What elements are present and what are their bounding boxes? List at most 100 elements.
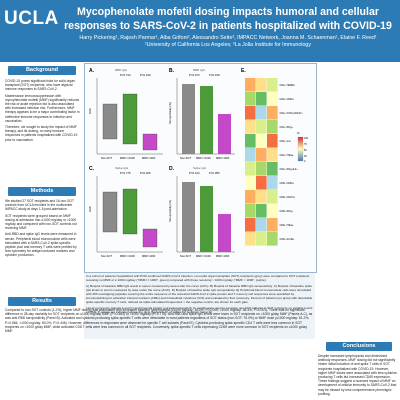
panel-d-sublabel: Spike IgG: [193, 166, 207, 170]
figure-svg: A. RBD IgG P=0.744 P=0.019 AUC Non-SOT M…: [88, 68, 309, 258]
heatmap-cell: [256, 176, 267, 190]
heatmap-cell: [245, 92, 256, 106]
heatmap-legend-tick: 75: [304, 143, 307, 146]
methods-heading: Methods: [8, 187, 76, 196]
heatmap-row-label: CD4+ IFNg+IL2+: [280, 168, 299, 171]
results-heading: Results: [8, 297, 76, 306]
panel-c-group-1: Non-SOT: [101, 254, 112, 258]
heatmap-cell: [256, 106, 267, 120]
panel-a-box-nonsot: [102, 103, 118, 140]
panel-c-box-mmf-low: [122, 188, 138, 235]
poster-header: UCLA Mycophenolate mofetil dosing impact…: [0, 0, 400, 62]
heatmap-row-label: CD4+ TNFa+: [280, 154, 295, 157]
heatmap-cell: [256, 134, 267, 148]
heatmap-cell: [256, 92, 267, 106]
panel-d-pval-2: P=0.055: [209, 171, 220, 175]
panel-a-ylabel: AUC: [88, 108, 92, 114]
heatmap-cell: [256, 148, 267, 162]
heatmap-legend-tick: 25: [304, 155, 307, 158]
conclusions-text: Despite increased lymphopenia and dimini…: [318, 354, 398, 396]
heatmap-cell: [256, 78, 267, 92]
panel-b-sublabel: RBD IgG: [193, 68, 206, 72]
caption-paragraph: Linear regression (panels A and C) and b…: [86, 306, 313, 314]
heatmap-row-label: CD8+ TNFa+: [280, 224, 295, 227]
panel-d-bar-mmf-high: [218, 214, 231, 252]
heatmap-cell: [256, 162, 267, 176]
heatmap-cell: [267, 176, 278, 190]
panel-d-group-2: MMF<=1000: [196, 254, 211, 258]
panel-b-label: B.: [169, 68, 175, 74]
heatmap-row-label: CD4+ IFNg+: [280, 126, 294, 129]
panel-b-pval-1: P=0.073: [189, 73, 200, 77]
heatmap-cell: [267, 92, 278, 106]
panel-c-label: C.: [89, 166, 95, 172]
heatmap-cell: [245, 78, 256, 92]
heatmap-cell: [245, 232, 256, 246]
panel-d-bar-nonsot: [182, 182, 195, 252]
panel-b-pval-2: P=0.018: [209, 73, 220, 77]
panel-d-label: D.: [169, 166, 175, 172]
heatmap-legend-tick: 0: [304, 160, 306, 163]
heatmap-cell: [256, 204, 267, 218]
heatmap-cell: [245, 218, 256, 232]
heatmap-cell: [267, 232, 278, 246]
heatmap-row-label: CD8+ CD69+: [280, 182, 295, 185]
heatmap-legend-tick: 50: [304, 149, 307, 152]
heatmap-cell: [267, 218, 278, 232]
methods-paragraph: We studied 27 SOT recipients and 16 non-…: [5, 199, 74, 212]
panel-c-pval-1: P=0.775: [120, 171, 131, 175]
panel-c-box-nonsot: [102, 191, 118, 233]
affiliations: ¹University of California Los Angeles; ²…: [144, 42, 312, 49]
panel-c-group-3: MMF>1000: [142, 254, 156, 258]
methods-paragraph: SOT recipients were grouped based on MMF…: [5, 213, 77, 231]
heatmap-row-label: CD4+ OX40+CD137+: [280, 112, 304, 115]
author-list: Harry Pickering¹, Rajesh Parmar¹, Alba G…: [79, 35, 377, 41]
heatmap-cell: [267, 134, 278, 148]
background-paragraph: Maintenance immunosuppression with mycop…: [5, 93, 80, 123]
panel-a-sublabel: RBD IgG: [115, 68, 128, 72]
heatmap-cell: [267, 106, 278, 120]
methods-paragraph: Anti-RBD and spike IgG levels were measu…: [5, 232, 77, 258]
heatmap-cell: [256, 120, 267, 134]
panel-b-bar-mmf-high: [218, 114, 231, 154]
panel-c-pval-2: P=0.025: [140, 171, 151, 175]
heatmap-cell: [256, 218, 267, 232]
background-heading: Background: [8, 66, 76, 75]
panel-a-group-1: Non-SOT: [101, 156, 112, 160]
panel-d-group-1: Non-SOT: [180, 254, 191, 258]
panel-c-group-2: MMF<=1000: [120, 254, 135, 258]
panel-a-pval-2: P=0.019: [140, 73, 151, 77]
heatmap-row-label: CD8+ GzmB+: [280, 238, 295, 241]
heatmap-cell: [245, 106, 256, 120]
heatmap-row-label: CD8+ IFNg+: [280, 210, 294, 213]
heatmap-cell: [245, 176, 256, 190]
panel-e-heatmap: CD4+ TEMRA CD4+ CD69+ CD4+ OX40+CD137+ CD4+…: [245, 78, 303, 246]
panel-a-group-3: MMF>1000: [142, 156, 156, 160]
poster-title: Mycophenolate mofetil dosing impacts hum…: [64, 6, 392, 32]
conclusions-heading: Conclusions: [326, 342, 392, 351]
panel-b-bar-nonsot: [182, 84, 195, 154]
panel-b-ylabel: Seropositivity (%): [168, 102, 172, 124]
heatmap-legend-title: %: [297, 131, 300, 135]
caption-paragraph: A) Boxplot of baseline RBD IgG levels in…: [86, 284, 313, 304]
panel-a-group-2: MMF<=1000: [120, 156, 135, 160]
heatmap-cell: [267, 78, 278, 92]
methods-text: We studied 27 SOT recipients and 16 non-…: [5, 199, 80, 260]
panel-b-bar-mmf-low: [200, 86, 213, 154]
heatmap-cell: [267, 148, 278, 162]
heatmap-cell: [267, 204, 278, 218]
caption-paragraph: In a cohort of patients hospitalized wit…: [86, 274, 310, 282]
panel-d-bar-mmf-low: [200, 186, 213, 252]
heatmap-cell: [245, 148, 256, 162]
background-paragraph: COVID-19 poses significant risks for sol…: [5, 79, 75, 92]
background-paragraph: Therefore, we sought to study the impact…: [5, 125, 78, 142]
panel-a-pval-1: P=0.744: [120, 73, 131, 77]
panel-c-box-mmf-high: [142, 228, 158, 248]
ucla-logo: UCLA: [4, 8, 59, 29]
authors-block: Harry Pickering¹, Rajesh Parmar¹, Alba G…: [62, 35, 394, 49]
panel-d-ylabel: Seropositivity (%): [168, 200, 172, 222]
panel-c-ylabel: AUC: [88, 206, 92, 212]
heatmap-row-label: CD4+ IL2+: [280, 140, 292, 143]
heatmap-row-label: CD4+ CD69+: [280, 98, 295, 101]
heatmap-legend-bar: [297, 136, 304, 162]
